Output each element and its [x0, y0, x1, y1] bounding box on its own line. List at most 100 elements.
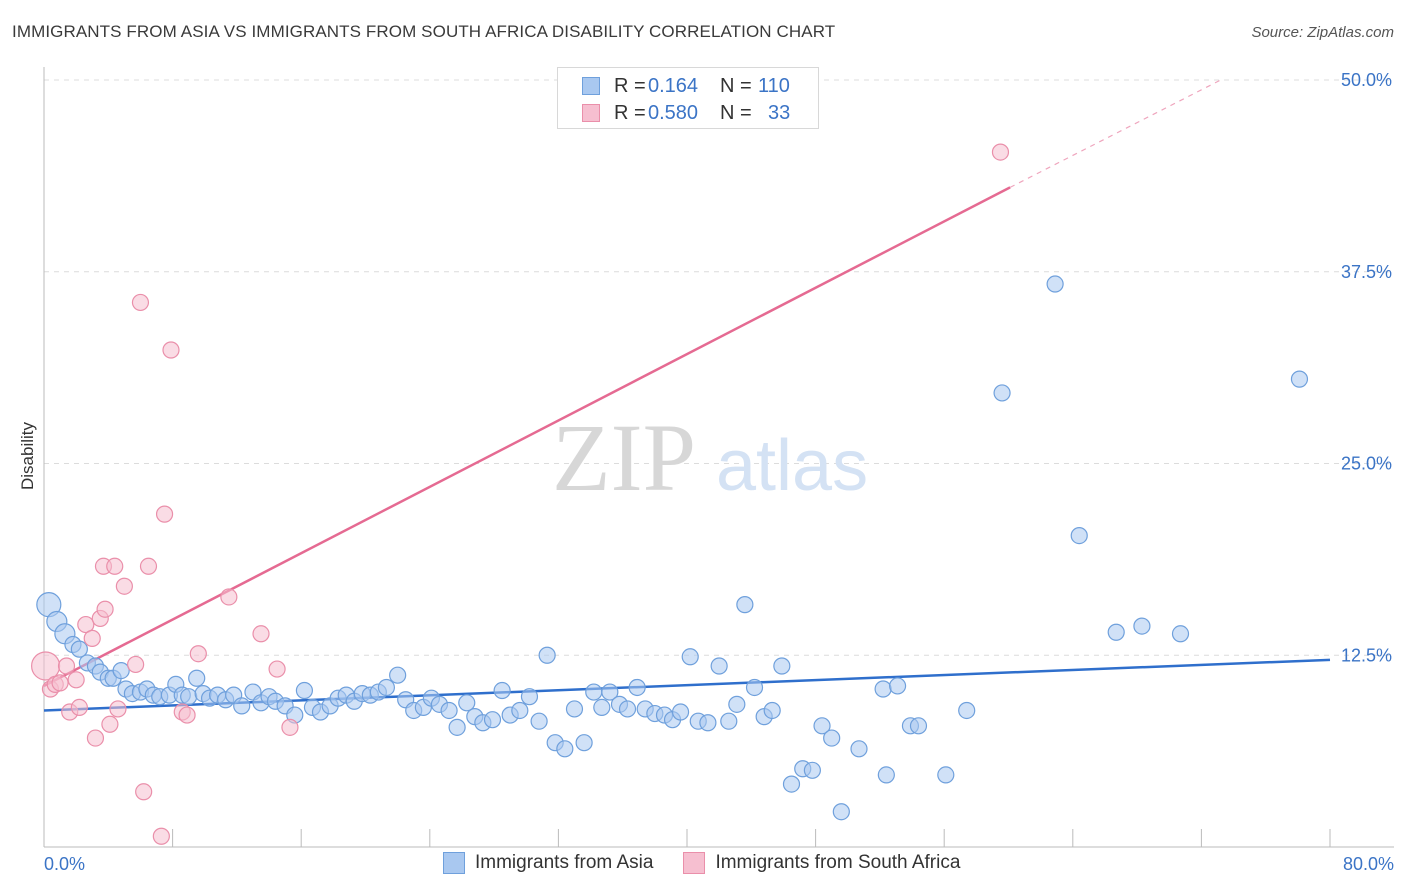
series-legend-asia: Immigrants from Asia — [443, 852, 653, 874]
series-legend-label-asia: Immigrants from Asia — [475, 852, 654, 873]
data-point-south-africa — [189, 645, 207, 663]
data-point-asia — [1171, 625, 1190, 643]
data-point-asia — [112, 661, 130, 680]
trend-lines — [43, 79, 1331, 712]
legend-r-label: R = — [614, 74, 646, 97]
data-point-asia — [1070, 526, 1088, 545]
data-point-asia — [556, 740, 574, 758]
data-point-asia — [493, 681, 511, 700]
data-point-south-africa — [991, 143, 1010, 161]
data-point-south-africa — [109, 700, 127, 718]
data-point-asia — [823, 729, 841, 747]
data-point-asia — [877, 766, 895, 784]
legend-r-label: R = — [614, 101, 646, 124]
data-point-south-africa — [115, 577, 133, 595]
data-point-south-africa — [178, 706, 196, 724]
data-point-south-africa — [127, 655, 145, 674]
data-point-asia — [233, 697, 251, 715]
legend-row-south-africa: R = 0.580 N = 33 — [582, 100, 790, 126]
data-point-asia — [628, 678, 646, 697]
data-point-south-africa — [51, 674, 69, 692]
data-point-asia — [1046, 275, 1064, 293]
data-point-asia — [575, 734, 593, 752]
data-point-asia — [720, 712, 738, 730]
data-point-asia — [601, 683, 619, 701]
y-tick-label: 50.0% — [1341, 70, 1392, 90]
legend-n-value: 33 — [768, 101, 791, 124]
data-point-asia — [874, 680, 892, 698]
data-point-asia — [832, 803, 850, 821]
trend-line-south-africa — [43, 186, 1011, 688]
data-point-asia — [565, 700, 584, 718]
data-point-asia — [458, 694, 476, 712]
data-point-asia — [440, 701, 458, 720]
x-tick-label: 0.0% — [44, 854, 85, 874]
data-point-south-africa — [101, 715, 119, 733]
data-point-asia — [850, 740, 868, 758]
trend-line-south-africa-extension — [1009, 79, 1221, 188]
data-point-asia — [511, 701, 529, 720]
watermark-zip: ZIP — [552, 404, 696, 511]
data-point-asia — [483, 711, 502, 729]
series-legend-south-africa: Immigrants from South Africa — [683, 852, 960, 874]
data-point-asia — [699, 714, 717, 732]
data-point-asia — [803, 761, 821, 779]
legend-n-value: 110 — [758, 74, 790, 97]
data-point-south-africa — [70, 698, 88, 717]
data-point-asia — [710, 657, 728, 675]
data-point-asia — [188, 669, 206, 687]
data-point-asia — [295, 681, 314, 700]
data-point-asia — [773, 657, 791, 675]
grid-lines — [44, 79, 1394, 656]
data-point-asia — [377, 678, 395, 697]
data-point-asia — [763, 701, 781, 720]
tick-labels: 12.5% 25.0% 37.5% 50.0% 0.0% 80.0% — [44, 70, 1394, 874]
legend-box: R = 0.164 N = 110 R = 0.580 N = 33 — [557, 67, 819, 129]
data-point-asia — [958, 701, 976, 720]
watermark-atlas: atlas — [716, 426, 868, 506]
watermark: ZIP atlas — [552, 404, 868, 511]
data-point-asia — [888, 677, 907, 695]
data-point-south-africa — [162, 341, 180, 359]
data-point-asia — [993, 384, 1011, 402]
data-point-south-africa — [155, 505, 174, 523]
legend-swatch-asia — [582, 77, 600, 95]
data-point-asia — [909, 717, 928, 735]
legend-n-label: N = — [720, 74, 752, 97]
legend-row-asia: R = 0.164 N = 110 — [582, 73, 790, 99]
legend-r-value: 0.164 — [648, 74, 699, 97]
data-point-south-africa — [96, 600, 114, 618]
series-legend-swatch-south-africa — [683, 852, 706, 874]
data-point-asia — [782, 775, 801, 793]
axes — [43, 67, 1394, 848]
y-tick-label: 12.5% — [1341, 645, 1392, 665]
data-point-asia — [530, 712, 548, 730]
chart-title: IMMIGRANTS FROM ASIA VS IMMIGRANTS FROM … — [12, 22, 836, 41]
data-point-asia — [70, 640, 88, 658]
series-legend-label-south-africa: Immigrants from South Africa — [715, 852, 961, 873]
data-point-asia — [520, 688, 539, 706]
data-point-south-africa — [135, 783, 153, 801]
data-point-south-africa — [220, 588, 238, 606]
data-point-south-africa — [281, 718, 299, 736]
data-point-asia — [1290, 370, 1309, 388]
data-point-south-africa — [152, 827, 170, 845]
data-point-asia — [618, 700, 637, 718]
series-legend: Immigrants from Asia Immigrants from Sou… — [443, 852, 990, 874]
data-point-asia — [1133, 617, 1151, 635]
data-point-asia — [585, 683, 603, 701]
legend-n-label: N = — [720, 101, 752, 124]
data-point-south-africa — [106, 557, 124, 575]
data-point-asia — [448, 718, 466, 736]
data-point-asia — [1107, 623, 1125, 641]
series-south-africa-points — [31, 143, 1010, 845]
series-legend-swatch-asia — [443, 852, 465, 874]
source-label: Source: ZipAtlas.com — [1251, 24, 1394, 41]
data-point-south-africa — [139, 557, 158, 575]
y-tick-label: 37.5% — [1341, 262, 1392, 282]
series-asia-points — [36, 275, 1309, 821]
data-point-south-africa — [83, 629, 101, 647]
data-point-asia — [671, 703, 690, 721]
data-point-south-africa — [131, 293, 150, 312]
